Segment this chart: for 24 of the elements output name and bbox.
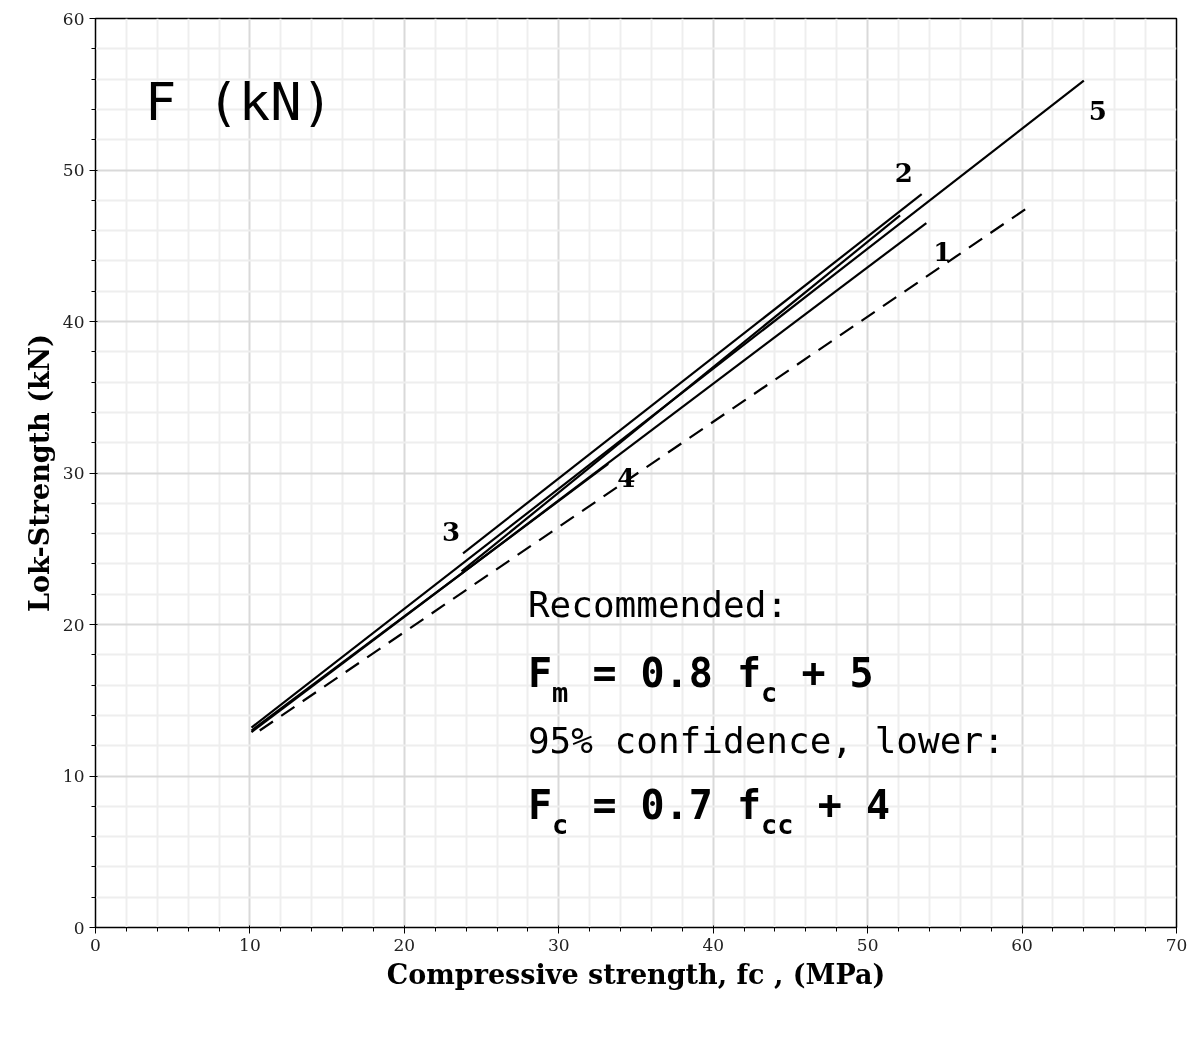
x-tick-label: 40: [702, 934, 725, 955]
y-axis-title: Lok-Strength (kN): [23, 333, 55, 613]
y-tick-label: 20: [62, 614, 85, 635]
y-tick-label: 10: [62, 766, 85, 786]
x-tick-label: 20: [393, 934, 416, 955]
annotation: 5: [1088, 96, 1107, 127]
annotation: 3: [441, 516, 461, 547]
annotation: 2: [894, 157, 913, 188]
annotation: Recommended:: [527, 583, 788, 625]
x-axis-title: Compressive strength, fc , (MPa): [386, 958, 886, 990]
x-tick-label: 10: [239, 934, 261, 955]
x-tick-label: 60: [1011, 934, 1033, 955]
annotation: F (kN): [144, 72, 333, 133]
x-tick-label: 0: [90, 934, 101, 955]
annotation: 1: [933, 236, 952, 267]
y-tick-label: 30: [62, 463, 85, 483]
x-tick-label: 30: [547, 934, 570, 955]
y-tick-label: 50: [62, 160, 85, 180]
y-tick-label: 60: [62, 8, 85, 29]
y-tick-label: 40: [62, 311, 85, 332]
y-tick-label: 0: [73, 917, 85, 938]
x-tick-label: 70: [1165, 934, 1188, 955]
x-tick-label: 50: [856, 934, 879, 955]
annotation: 95% confidence, lower:: [527, 719, 1005, 761]
